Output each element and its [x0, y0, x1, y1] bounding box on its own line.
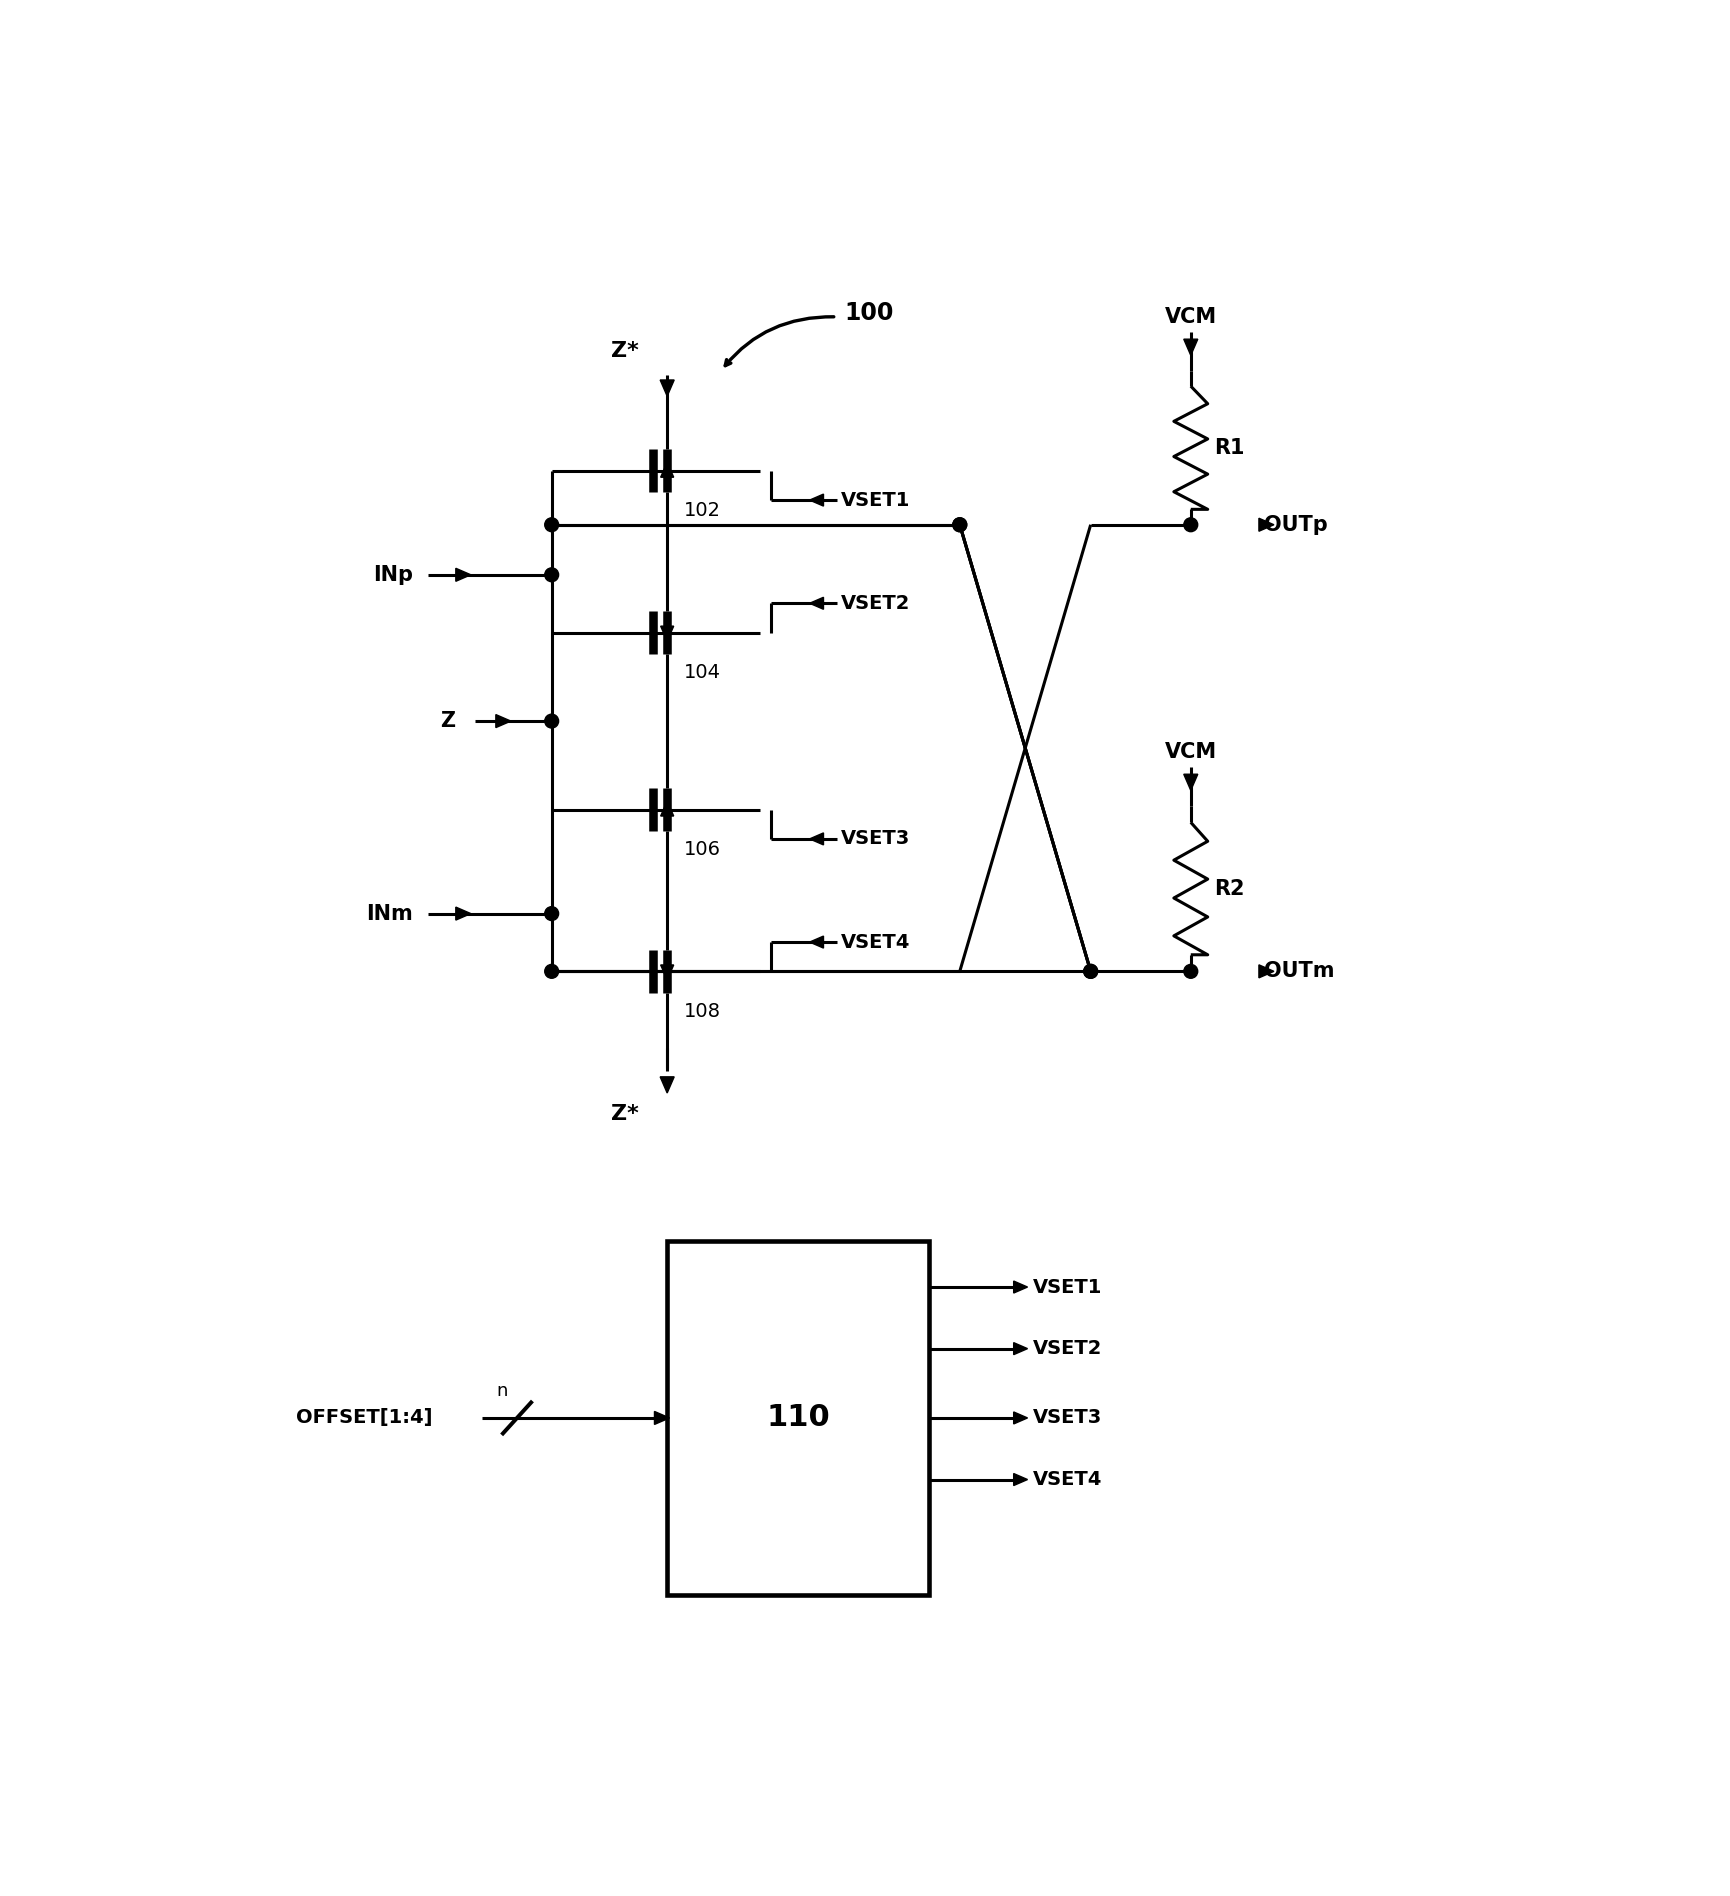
- Circle shape: [545, 569, 559, 582]
- Text: Z: Z: [441, 711, 455, 732]
- Text: OUTp: OUTp: [1265, 514, 1327, 535]
- Text: 110: 110: [766, 1403, 830, 1433]
- Polygon shape: [1183, 339, 1197, 355]
- Polygon shape: [661, 379, 675, 396]
- Text: Z*: Z*: [611, 1103, 638, 1124]
- Text: VSET3: VSET3: [841, 829, 910, 848]
- Circle shape: [545, 965, 559, 978]
- Text: VCM: VCM: [1164, 741, 1216, 762]
- Text: VSET2: VSET2: [841, 593, 910, 612]
- Text: VSET2: VSET2: [1033, 1339, 1102, 1358]
- Polygon shape: [1259, 965, 1273, 978]
- Polygon shape: [661, 626, 673, 641]
- Polygon shape: [810, 832, 823, 846]
- FancyBboxPatch shape: [668, 1240, 929, 1595]
- Polygon shape: [810, 937, 823, 948]
- Circle shape: [953, 518, 967, 531]
- Circle shape: [1083, 965, 1097, 978]
- Polygon shape: [810, 495, 823, 506]
- Text: VSET4: VSET4: [841, 933, 910, 952]
- Polygon shape: [661, 1077, 675, 1092]
- Polygon shape: [1014, 1413, 1028, 1424]
- Polygon shape: [1014, 1282, 1028, 1293]
- Circle shape: [545, 906, 559, 921]
- Circle shape: [1083, 965, 1097, 978]
- Text: 102: 102: [683, 501, 721, 520]
- Text: INm: INm: [367, 904, 413, 923]
- Text: VSET3: VSET3: [1033, 1409, 1102, 1428]
- Text: 108: 108: [683, 1001, 721, 1020]
- Polygon shape: [661, 463, 673, 478]
- Text: VCM: VCM: [1164, 307, 1216, 326]
- Text: R2: R2: [1214, 878, 1244, 899]
- Text: INp: INp: [374, 565, 413, 584]
- Text: R1: R1: [1214, 438, 1244, 457]
- Circle shape: [545, 518, 559, 531]
- Text: OUTm: OUTm: [1265, 961, 1334, 982]
- Polygon shape: [455, 569, 471, 582]
- Polygon shape: [1014, 1473, 1028, 1486]
- Polygon shape: [654, 1411, 670, 1424]
- Circle shape: [545, 715, 559, 728]
- Polygon shape: [455, 906, 471, 920]
- Text: 100: 100: [844, 301, 894, 324]
- Polygon shape: [1259, 518, 1273, 531]
- Circle shape: [953, 518, 967, 531]
- Circle shape: [1183, 518, 1197, 531]
- Polygon shape: [661, 965, 673, 980]
- Polygon shape: [1183, 774, 1197, 791]
- Text: n: n: [497, 1382, 507, 1399]
- Polygon shape: [661, 800, 673, 815]
- Text: 104: 104: [683, 664, 721, 683]
- Circle shape: [1183, 965, 1197, 978]
- Polygon shape: [497, 715, 510, 728]
- Text: VSET1: VSET1: [1033, 1278, 1102, 1297]
- Text: 106: 106: [683, 840, 721, 859]
- Text: Z*: Z*: [611, 341, 638, 362]
- Polygon shape: [810, 597, 823, 609]
- Text: VSET4: VSET4: [1033, 1469, 1102, 1488]
- Text: OFFSET[1:4]: OFFSET[1:4]: [296, 1409, 432, 1428]
- Polygon shape: [1014, 1342, 1028, 1354]
- Text: VSET1: VSET1: [841, 491, 910, 510]
